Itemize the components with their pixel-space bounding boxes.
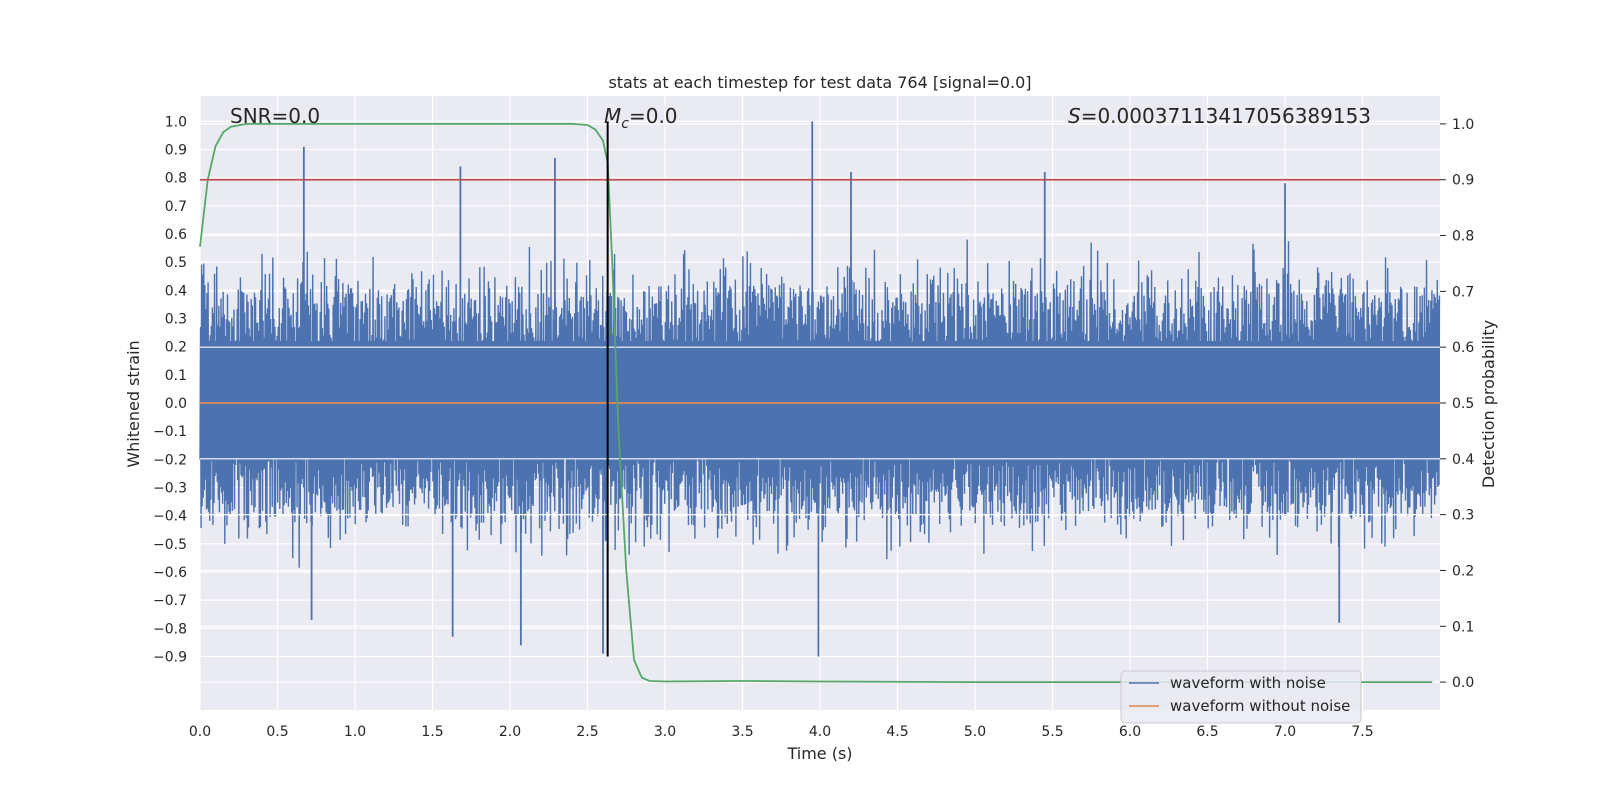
x-tick-label: 7.0: [1274, 724, 1296, 740]
x-tick-label: 3.0: [654, 724, 676, 740]
y-tick-label: 0.5: [165, 255, 187, 271]
y-tick-label: −0.1: [153, 424, 187, 440]
y2-tick-label: 0.2: [1452, 563, 1474, 579]
x-axis-label: Time (s): [786, 744, 852, 763]
x-tick-label: 2.0: [499, 724, 521, 740]
x-tick-label: 6.5: [1196, 724, 1218, 740]
x-tick-label: 7.5: [1351, 724, 1373, 740]
chart-title: stats at each timestep for test data 764…: [608, 73, 1031, 92]
y-tick-label: −0.5: [153, 537, 187, 553]
y-tick-label: −0.9: [153, 649, 187, 665]
x-tick-label: 0.0: [189, 724, 211, 740]
y2-tick-label: 0.5: [1452, 396, 1474, 412]
x-tick-label: 3.5: [731, 724, 753, 740]
legend-box: [1120, 670, 1362, 724]
line-series: [199, 121, 1440, 683]
y2-tick-label: 0.4: [1452, 452, 1474, 468]
x-tick-label: 2.5: [576, 724, 598, 740]
y-tick-label: 0.1: [165, 368, 187, 384]
detection-probability-line: [199, 123, 1433, 683]
legend: waveform with noise waveform without noi…: [1120, 670, 1362, 724]
mc-annotation: Mc=0.0: [604, 104, 678, 132]
y2-tick-label: 0.8: [1452, 229, 1474, 245]
y-tick-label: 0.8: [165, 171, 187, 187]
y2-tick-label: 0.9: [1452, 173, 1474, 189]
s-annotation: S=0.0003711341705638915​3: [1068, 104, 1371, 128]
y2-tick-label: 0.0: [1452, 675, 1474, 691]
y-tick-label: 0.4: [165, 283, 187, 299]
x-tick-label: 1.5: [421, 724, 443, 740]
y-tick-label: 0.2: [165, 340, 187, 356]
y-tick-label: 1.0: [165, 114, 187, 130]
y2-tick-label: 0.7: [1452, 284, 1474, 300]
waveform-with-noise-series: [199, 121, 1441, 657]
x-tick-label: 1.0: [344, 724, 366, 740]
y-tick-label: −0.4: [153, 509, 187, 525]
y-tick-label: 0.6: [165, 227, 187, 243]
y2-tick-label: 0.6: [1452, 340, 1474, 356]
y-tick-label: −0.8: [153, 621, 187, 637]
y-tick-label: −0.2: [153, 452, 187, 468]
waveform-core-band: [200, 341, 1440, 460]
y2-tick-label: 0.3: [1452, 508, 1474, 524]
y-axis-label: Whitened strain: [124, 340, 143, 467]
y2-axis-label: Detection probability: [1479, 320, 1498, 488]
y-tick-label: 0.9: [165, 143, 187, 159]
y2-tick-label: 1.0: [1452, 117, 1474, 133]
legend-label-noise: waveform with noise: [1170, 674, 1326, 692]
x-tick-label: 4.0: [809, 724, 831, 740]
x-tick-label: 6.0: [1119, 724, 1141, 740]
ticks: 0.0 0.5 1.0 1.5 2.0 2.5 3.0 3.5 4.0 4.5 5.0 5.5 6.0 6…: [153, 114, 1474, 740]
y-tick-label: 0.3: [165, 312, 187, 328]
y-tick-label: −0.7: [153, 593, 187, 609]
y2-tick-label: 0.1: [1452, 619, 1474, 635]
x-tick-label: 4.5: [886, 724, 908, 740]
x-tick-label: 5.0: [964, 724, 986, 740]
legend-label-clean: waveform without noise: [1170, 697, 1350, 715]
y-tick-label: −0.3: [153, 480, 187, 496]
x-tick-label: 0.5: [266, 724, 288, 740]
x-tick-label: 5.5: [1041, 724, 1063, 740]
y-tick-label: −0.6: [153, 565, 187, 581]
y-tick-label: 0.0: [165, 396, 187, 412]
snr-annotation: SNR=0.0: [230, 104, 320, 128]
y-tick-label: 0.7: [165, 199, 187, 215]
